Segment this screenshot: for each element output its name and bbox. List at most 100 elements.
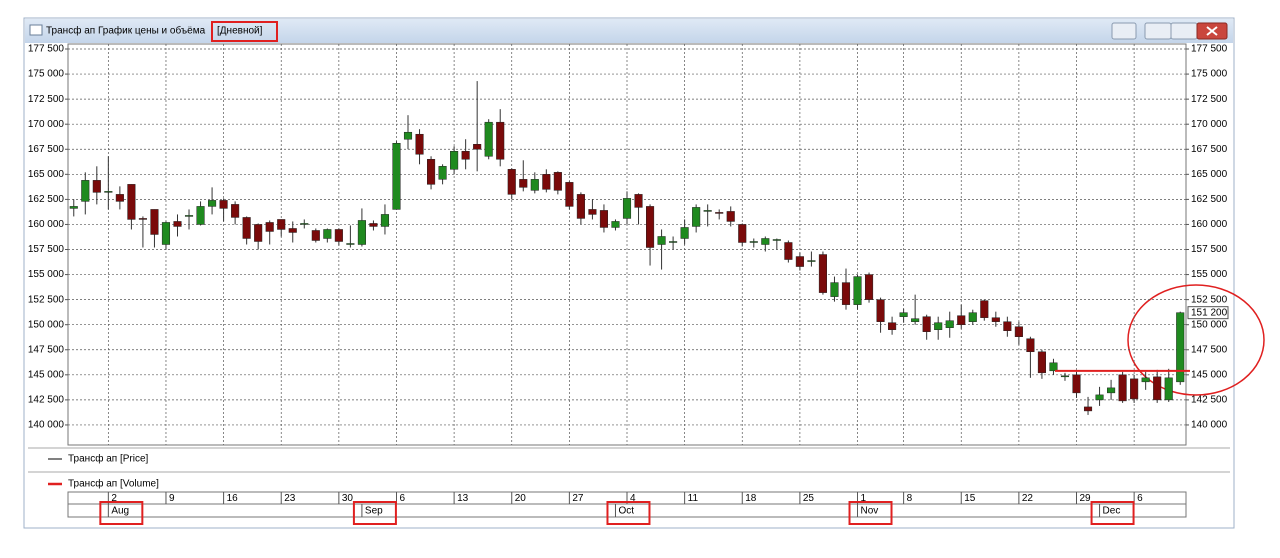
y-tick-label: 167 500 [28,144,65,155]
candle-body [553,172,562,191]
candle-body [311,230,320,241]
candle-body [127,184,136,220]
candle-body [507,169,516,195]
candle-body [876,299,885,322]
window-icon [29,24,43,36]
candle-body [323,229,332,239]
candle-body [588,209,597,215]
y-tick-label-right: 150 000 [1191,319,1228,330]
candle-body [81,180,90,202]
candle-body [749,241,758,243]
candle-body [184,215,194,217]
candle-body [1037,351,1046,374]
candle-body [1014,326,1023,337]
candle-body [369,223,378,227]
highlight-box [99,501,144,525]
y-tick-label-right: 160 000 [1191,219,1228,230]
candle-body [830,282,839,297]
candle-body [957,315,966,325]
candle-body [450,151,459,170]
candle-body [115,194,124,202]
y-tick-label: 172 500 [28,94,65,105]
y-tick-label: 175 000 [28,69,65,80]
y-tick-label-right: 167 500 [1191,144,1228,155]
y-tick-label: 152 500 [28,294,65,305]
maximize-button[interactable] [1170,22,1198,40]
x-tick-label: 27 [572,493,584,504]
candle-body [795,256,804,267]
candle-body [461,151,470,160]
x-tick-label: 29 [1080,493,1092,504]
x-tick-label: 13 [457,493,469,504]
period-label: [Дневной] [217,26,263,37]
minimize-button[interactable] [1144,22,1172,40]
x-tick-label: 15 [964,493,976,504]
candle-body [726,211,735,222]
candle-body [346,243,355,245]
candle-body [519,179,528,188]
candle-body [807,260,816,262]
candle-body [1060,375,1070,378]
y-tick-label: 140 000 [28,420,65,431]
candle-body [968,312,977,322]
highlight-box [352,501,397,525]
x-tick-label: 16 [227,493,239,504]
x-tick-label: 11 [688,493,699,504]
candle-body [357,220,366,245]
candle-body [1141,377,1150,383]
x-tick-label: 6 [399,493,405,504]
x-tick-label: 22 [1022,493,1034,504]
candle-body [703,210,712,212]
candle-body [911,318,920,322]
y-tick-label: 147 500 [28,344,65,355]
candle-body [922,316,931,332]
y-tick-label: 150 000 [28,319,65,330]
candle-body [634,194,643,208]
candle-body [1026,338,1035,353]
highlight-box [211,21,278,42]
candle-body [841,282,851,305]
candle-body [599,210,608,228]
candle-body [646,206,655,248]
candle-body [1118,374,1127,402]
candle-body [254,224,263,242]
y-tick-label-right: 155 000 [1191,269,1228,280]
pin-button[interactable] [1111,22,1137,40]
candle-body [680,227,689,239]
candle-body [1003,321,1012,331]
candle-body [622,198,632,219]
candle-body [438,166,447,180]
y-tick-label-right: 145 000 [1191,369,1228,380]
candle-body [864,274,874,300]
window-frame [23,17,1235,529]
y-tick-label-right: 147 500 [1191,344,1228,355]
candle-body [104,191,113,193]
month-label: Sep [365,506,383,517]
candle-body [853,276,862,305]
annotation-ellipse [1127,284,1265,396]
candle-body [565,182,574,207]
legend-label: Трансф ап [Volume] [68,478,159,490]
candle-body [1107,387,1116,394]
candle-body [415,133,424,155]
y-tick-label-right: 157 500 [1191,244,1228,255]
candle-body [657,236,666,245]
y-tick-label: 170 000 [28,119,65,130]
candle-body [288,228,297,233]
y-tick-label-right: 142 500 [1191,395,1228,406]
candle-body [945,320,954,328]
candle-body [300,223,309,225]
candle-body [784,242,793,260]
x-tick-label: 23 [284,493,296,504]
candle-body [484,121,493,157]
window-title: Трансф ап График цены и объёма [46,25,206,37]
y-tick-label-right: 170 000 [1191,119,1228,130]
candle-body [380,214,390,227]
candle-body [715,212,724,214]
candle-body [818,254,827,293]
candle-body [161,222,171,245]
candle-body [530,179,539,191]
highlight-box [1090,501,1135,525]
x-tick-label: 25 [803,493,815,504]
